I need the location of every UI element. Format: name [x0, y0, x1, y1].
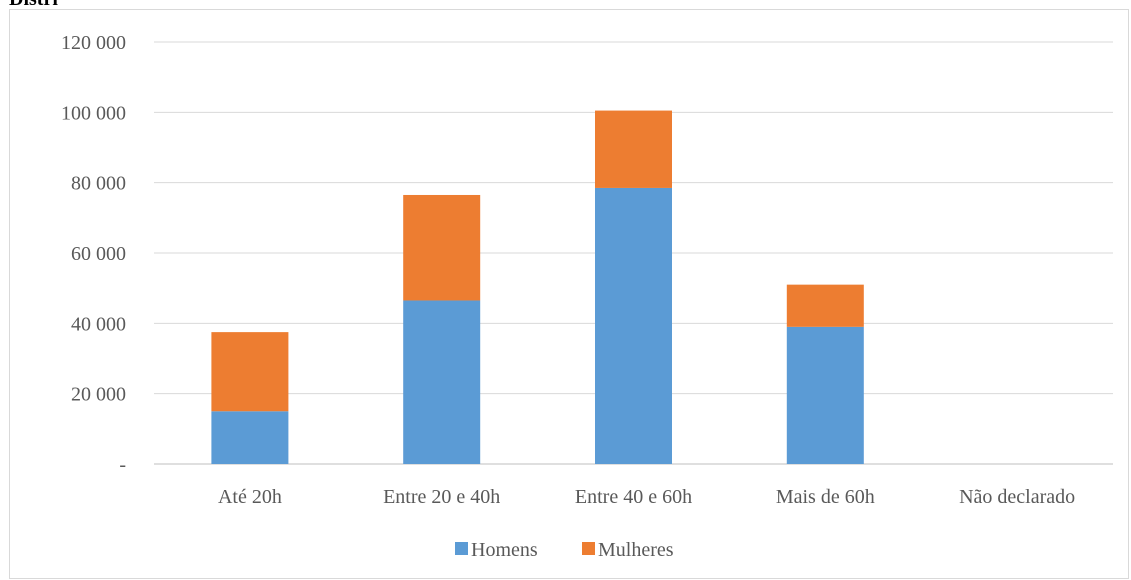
x-tick-label: Entre 20 e 40h	[383, 486, 500, 508]
y-tick-label: -	[119, 454, 126, 476]
bars	[211, 110, 864, 465]
chart-frame	[9, 9, 1129, 579]
bar-segment-homens	[403, 300, 481, 464]
bar-segment-homens	[595, 187, 672, 465]
y-tick-label: 20 000	[71, 384, 126, 406]
x-axis-ticks: Até 20h Entre 20 e 40h Entre 40 e 60h Mais …	[218, 486, 1075, 508]
y-tick-label: 40 000	[71, 313, 126, 335]
legend: Homens Mulheres	[455, 539, 674, 561]
bar-segment-homens	[786, 326, 864, 464]
y-tick-label: 100 000	[61, 102, 126, 124]
bar-segment-mulheres	[786, 284, 864, 327]
x-tick-label: Mais de 60h	[776, 486, 875, 508]
bar-segment-homens	[211, 411, 289, 464]
legend-swatch-mulheres	[582, 542, 595, 555]
x-tick-label: Não declarado	[959, 486, 1075, 508]
bar-segment-mulheres	[595, 110, 672, 188]
y-tick-label: 120 000	[61, 32, 126, 54]
bar-segment-mulheres	[403, 194, 481, 301]
page-title-fragment: Distribuição	[9, 0, 59, 8]
y-axis-ticks: - 20 000 40 000 60 000 80 000 100 000 120 000	[61, 32, 126, 476]
legend-swatch-homens	[455, 542, 468, 555]
bar-segment-mulheres	[211, 332, 289, 412]
y-tick-label: 80 000	[71, 173, 126, 195]
legend-label: Mulheres	[598, 539, 674, 561]
x-tick-label: Até 20h	[218, 486, 282, 508]
y-tick-label: 60 000	[71, 243, 126, 265]
legend-label: Homens	[471, 539, 538, 561]
page-title-fragment-text: Distribuição	[9, 0, 59, 8]
x-tick-label: Entre 40 e 60h	[575, 486, 692, 508]
